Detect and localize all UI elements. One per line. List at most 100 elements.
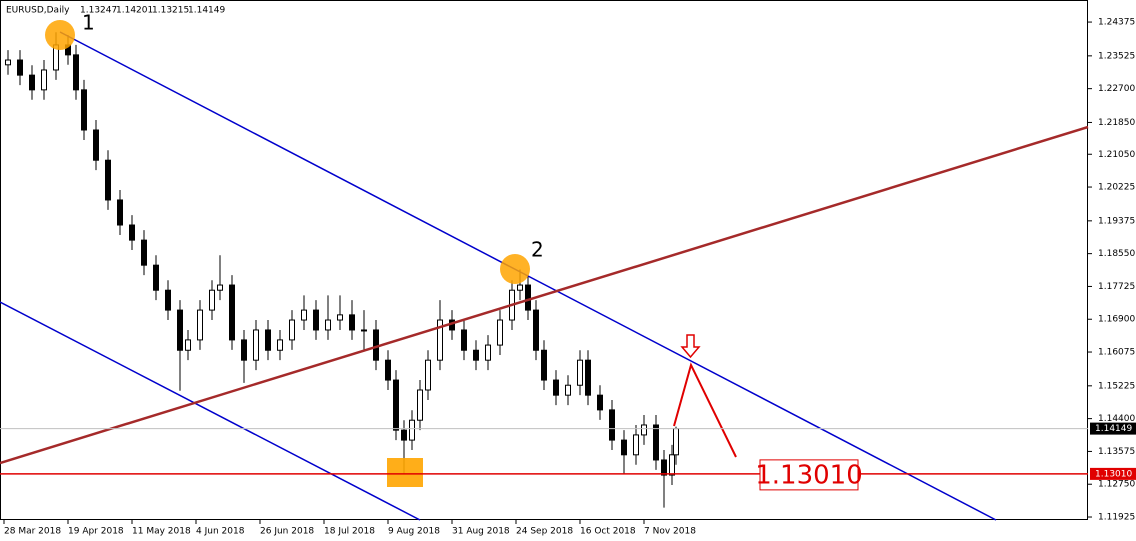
- x-tick-label: 28 Mar 2018: [4, 527, 61, 537]
- candle-body: [185, 339, 191, 351]
- ohlc-open: 1.13247: [80, 6, 117, 16]
- marker-1: [45, 20, 75, 50]
- candle-body: [301, 309, 307, 321]
- candle-body: [653, 424, 659, 461]
- candle-body: [337, 314, 343, 321]
- x-tick-label: 7 Nov 2018: [644, 527, 696, 537]
- y-tick-label: 1.20225: [1098, 183, 1135, 193]
- candle-body: [409, 419, 415, 441]
- candle-body: [277, 339, 283, 351]
- support-tag: [1090, 467, 1136, 480]
- candle-body: [385, 359, 391, 381]
- candle-body: [177, 309, 183, 351]
- candle-body: [473, 349, 479, 361]
- x-tick-label: 16 Oct 2018: [580, 527, 636, 537]
- candle-body: [325, 319, 331, 331]
- y-tick-label: 1.11925: [1098, 513, 1135, 523]
- y-tick-label: 1.17725: [1098, 282, 1135, 292]
- support-tag-label: 1.13010: [1095, 469, 1132, 479]
- current-price-label: 1.14149: [1095, 424, 1132, 434]
- candle-body: [393, 379, 399, 431]
- y-tick-label: 1.24375: [1098, 18, 1135, 28]
- annotation: 1: [82, 11, 95, 35]
- candle-body: [565, 384, 571, 396]
- marker-2: [500, 254, 530, 284]
- candle-body: [29, 74, 35, 91]
- candle-body: [349, 314, 355, 331]
- x-tick-label: 26 Jun 2018: [260, 527, 314, 537]
- candle-body: [197, 309, 203, 341]
- x-tick-label: 4 Jun 2018: [196, 527, 245, 537]
- projection: [673, 362, 737, 458]
- y-tick-label: 1.18550: [1098, 249, 1135, 259]
- candle-body: [81, 89, 87, 131]
- x-tick-label: 19 Apr 2018: [68, 527, 124, 537]
- candle-body: [485, 344, 491, 361]
- candle-body: [229, 284, 235, 341]
- x-tick-label: 9 Aug 2018: [388, 527, 440, 537]
- y-tick-label: 1.19375: [1098, 216, 1135, 226]
- candle-body: [117, 199, 123, 226]
- candle-body: [585, 359, 591, 396]
- candle-body: [5, 59, 11, 66]
- x-tick-label: 24 Sep 2018: [516, 527, 573, 537]
- y-tick-label: 1.16075: [1098, 348, 1135, 358]
- candle-body: [517, 284, 523, 291]
- candle-body: [597, 394, 603, 411]
- candle-body: [673, 428, 679, 456]
- candle-body: [669, 454, 675, 476]
- candle-body: [253, 329, 259, 361]
- candle-body: [437, 319, 443, 361]
- support-box: [759, 459, 859, 491]
- y-tick-label: 1.12750: [1098, 480, 1135, 490]
- ohlc-close: 1.14149: [188, 6, 225, 16]
- candle-body: [661, 459, 667, 476]
- levels: 1.14149 1.13010 1.13010: [0, 422, 1136, 491]
- down-arrow: [680, 334, 701, 359]
- candle-body: [425, 359, 431, 391]
- candle-body: [153, 264, 159, 291]
- x-tick-label: 31 Aug 2018: [452, 527, 510, 537]
- candle-body: [401, 429, 407, 441]
- candle-body: [129, 224, 135, 241]
- candle-body: [17, 59, 23, 76]
- y-tick-label: 1.23525: [1098, 51, 1135, 61]
- candle-body: [533, 309, 539, 351]
- candle-body: [633, 434, 639, 456]
- candle-body: [93, 129, 99, 161]
- candle-body: [141, 239, 147, 266]
- candle-body: [497, 319, 503, 346]
- candle-body: [541, 349, 547, 381]
- y-tick-label: 1.15225: [1098, 381, 1135, 391]
- y-tick-label: 1.14400: [1098, 414, 1135, 424]
- candle-body: [73, 54, 79, 91]
- candle-body: [461, 329, 467, 351]
- candle-body: [553, 379, 559, 396]
- candle-body: [641, 424, 647, 436]
- candle-body: [209, 289, 215, 311]
- y-tick-label: 1.13575: [1098, 447, 1135, 457]
- y-tick-label: 1.16900: [1098, 315, 1135, 325]
- candle-body: [313, 309, 319, 331]
- marker-box: [387, 458, 423, 487]
- candle-body: [289, 319, 295, 341]
- candle-body: [217, 284, 223, 291]
- ohlc-low: 1.13215: [152, 6, 189, 16]
- candle-body: [241, 339, 247, 361]
- candle-body: [105, 159, 111, 201]
- annotation: 2: [531, 238, 544, 262]
- candle-body: [577, 359, 583, 386]
- channel-lower: [0, 301, 421, 521]
- support-box-label: 1.13010: [755, 460, 863, 490]
- y-tick-label: 1.21050: [1098, 150, 1135, 160]
- x-tick-label: 11 May 2018: [132, 527, 191, 537]
- symbol-label: EURUSD,Daily: [6, 6, 70, 16]
- candle-body: [361, 329, 367, 332]
- candle-body: [265, 329, 271, 351]
- candle-body: [609, 409, 615, 441]
- y-tick-label: 1.22700: [1098, 84, 1135, 94]
- candle-body: [417, 389, 423, 421]
- ohlc-high: 1.14201: [116, 6, 153, 16]
- plot-frame: [0, 0, 1088, 520]
